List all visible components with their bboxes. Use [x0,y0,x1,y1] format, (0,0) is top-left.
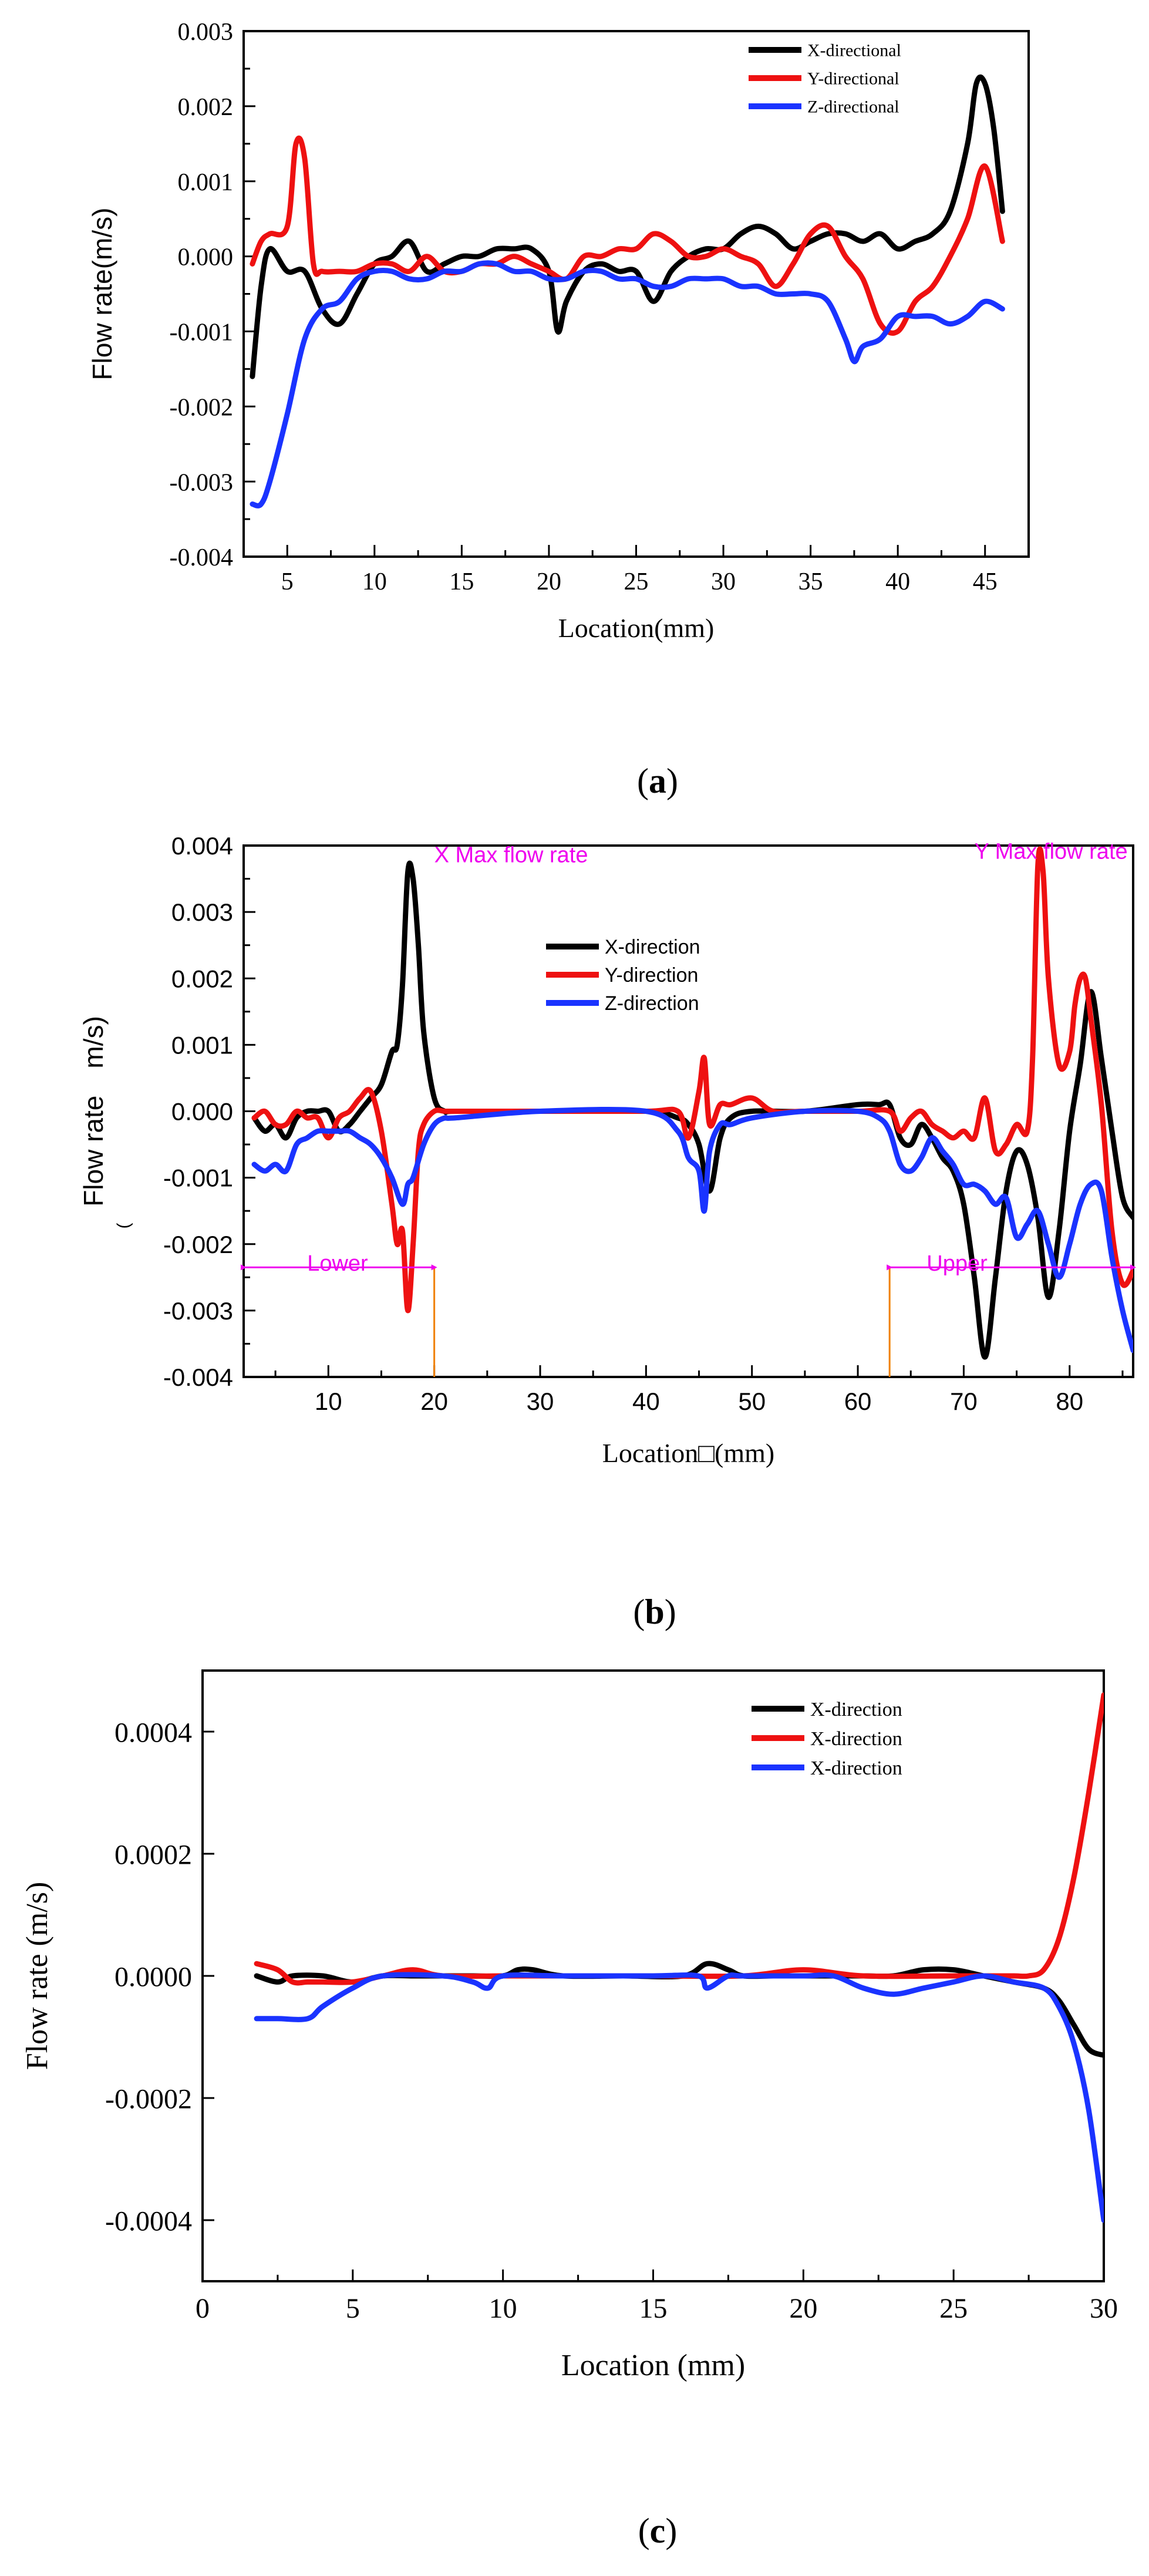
annotation-text: X Max flow rate [434,843,588,867]
x-tick-label: 25 [939,2293,968,2324]
annotation-text: Y Max flow rate [974,840,1127,864]
x-axis-label: Location□(mm) [602,1438,774,1468]
x-tick-label: 10 [315,1388,342,1415]
y-tick-label: -0.003 [163,1297,233,1325]
legend-label: Y-direction [605,964,698,986]
x-tick-label: 10 [362,568,387,595]
y-tick-label: -0.001 [163,1164,233,1192]
panel-caption: (a) [637,762,678,800]
chart-b: 10 20 30 40 50 60 70 80 -0.004 -0.003 -0.002 -0.001… [78,832,1136,1631]
y-tick-label: 0.002 [178,94,234,121]
x-tick-label: 15 [449,568,474,595]
y-tick-label: -0.0002 [105,2083,192,2114]
x-axis-label: Location(mm) [558,613,715,643]
x-tick-label: 0 [196,2293,210,2324]
x-tick-label: 30 [711,568,736,595]
legend-label: Y-directional [807,69,899,89]
x-tick-label: 5 [281,568,294,595]
series-line-3 [250,260,1005,509]
y-tick-label: 0.0000 [114,1961,192,1992]
x-tick-label: 30 [527,1388,554,1415]
y-axis-label: Flow rate (m/s) [21,1882,54,2070]
series-line-2 [251,846,1133,1314]
panel-caption: (b) [633,1592,676,1631]
y-tick-label: 0.0004 [114,1717,192,1748]
y-tick-label: -0.003 [170,469,234,496]
x-tick-label: 15 [639,2293,668,2324]
y-tick-label: -0.002 [163,1231,233,1258]
x-axis-label: Location (mm) [561,2349,745,2382]
y-tick-label: 0.003 [178,19,234,46]
panel-caption: (c) [638,2511,678,2550]
y-tick-label: 0.001 [178,169,234,196]
series-line-2 [250,135,1005,336]
legend-label: X-direction [810,1728,902,1750]
x-tick-label: 70 [950,1388,978,1415]
y-tick-label: 0.000 [178,244,234,271]
x-tick-label: 10 [489,2293,517,2324]
x-tick-label: 40 [885,568,910,595]
annotation-text: Lower [307,1251,368,1276]
x-tick-label: 5 [346,2293,360,2324]
x-tick-label: 20 [789,2293,817,2324]
annotation-text: Upper [926,1251,988,1276]
y-tick-label: -0.0004 [105,2205,192,2237]
series-line-2 [254,1692,1104,1986]
y-tick-label: 0.0002 [114,1839,192,1870]
legend-label: Z-direction [605,992,699,1015]
x-tick-label: 40 [632,1388,660,1415]
x-tick-label: 35 [798,568,823,595]
chart-c: 0 5 10 15 20 25 30 -0.0004 -0.0002 0.0000 0.0002 0.… [21,1669,1118,2550]
y-tick-label: 0.004 [171,832,233,860]
series-line-3 [251,1107,1133,1353]
y-tick-label: 0.000 [171,1098,233,1126]
x-tick-label: 80 [1056,1388,1083,1415]
y-tick-label: 0.003 [171,898,233,926]
y-tick-label: 0.002 [171,965,233,992]
y-tick-label: -0.002 [170,394,234,421]
y-tick-label: 0.001 [171,1031,233,1059]
plot-frame [242,30,1030,558]
y-axis-label-paren: ( [114,1223,133,1229]
legend-label: Z-directional [807,97,899,117]
x-tick-label: 25 [624,568,649,595]
y-axis-label: Flow rate m/s) [78,1016,109,1207]
series-line-3 [254,1972,1104,2223]
x-tick-label: 20 [537,568,561,595]
x-tick-label: 20 [420,1388,448,1415]
y-tick-label: -0.001 [170,319,234,346]
y-axis-label: Flow rate(m/s) [87,208,117,380]
y-tick-label: -0.004 [170,544,234,571]
y-tick-label: -0.004 [163,1363,233,1391]
legend-label: X-direction [810,1757,902,1779]
chart-a: 5 10 15 20 25 30 35 40 45 -0.004 -0.003 -0.002 -0.00… [87,19,1030,800]
x-tick-label: 30 [1090,2293,1118,2324]
x-tick-label: 50 [738,1388,766,1415]
legend-label: X-direction [810,1699,902,1720]
x-tick-label: 45 [973,568,998,595]
legend-label: X-directional [807,41,901,60]
legend-label: X-direction [605,936,700,958]
x-tick-label: 60 [844,1388,872,1415]
